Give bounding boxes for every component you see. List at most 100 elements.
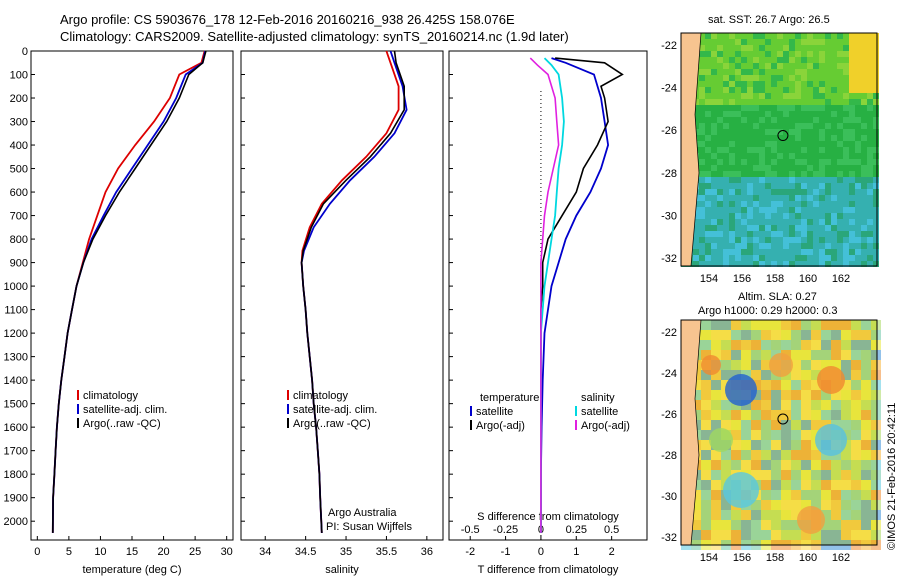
sla-map-cell	[751, 500, 761, 510]
sst-map-cell	[711, 147, 717, 153]
sst-map-cell	[831, 171, 837, 177]
sla-map-cell	[771, 410, 781, 420]
sst-map-cell	[729, 33, 735, 39]
sst-map-cell	[873, 111, 879, 117]
sst-map-cell	[861, 39, 867, 45]
sla-map-cell	[861, 350, 871, 360]
sla-map-cell	[841, 320, 851, 330]
sst-map-cell	[759, 225, 765, 231]
sst-map-cell	[771, 243, 777, 249]
sst-map-cell	[729, 45, 735, 51]
sla-map-title-1: Altim. SLA: 0.27	[738, 291, 817, 303]
sst-map-cell	[765, 135, 771, 141]
sst-map-cell	[855, 261, 861, 267]
sst-map-cell	[711, 213, 717, 219]
sst-map-cell	[801, 135, 807, 141]
sla-map-cell	[821, 410, 831, 420]
sst-map-cell	[813, 111, 819, 117]
sst-map-cell	[795, 141, 801, 147]
sst-map-cell	[735, 225, 741, 231]
sla-map-cell	[751, 530, 761, 540]
sst-map-cell	[795, 159, 801, 165]
sst-map-cell	[795, 111, 801, 117]
sla-map-cell	[791, 360, 801, 370]
sst-map-cell	[789, 159, 795, 165]
differences-xtick-label: 1	[573, 546, 579, 558]
sst-map-cell	[741, 135, 747, 141]
sst-map-cell	[705, 99, 711, 105]
sst-map-cell	[813, 57, 819, 63]
sst-map-cell	[837, 135, 843, 141]
sst-map-cell	[735, 261, 741, 267]
sst-map-cell	[711, 99, 717, 105]
sla-map-cell	[831, 320, 841, 330]
sst-map-cell	[837, 171, 843, 177]
sst-map-cell	[717, 63, 723, 69]
sst-map-cell	[747, 105, 753, 111]
sla-map-cell	[711, 330, 721, 340]
sst-map-cell	[837, 153, 843, 159]
sst-map-cell	[753, 231, 759, 237]
sst-map-cell	[735, 39, 741, 45]
sst-map-cell	[873, 93, 879, 99]
sst-map-cell	[825, 231, 831, 237]
sst-map-cell	[867, 249, 873, 255]
sst-map-cell	[831, 69, 837, 75]
sst-map-cell	[711, 39, 717, 45]
sst-map-cell	[693, 225, 699, 231]
sla-map-cell	[831, 500, 841, 510]
sst-map-cell	[819, 57, 825, 63]
sst-map-cell	[843, 39, 849, 45]
sla-map-cell	[821, 480, 831, 490]
sst-map-cell	[759, 147, 765, 153]
sla-map-cell	[771, 480, 781, 490]
sst-map-cell	[735, 147, 741, 153]
sst-map-cell	[753, 129, 759, 135]
sst-map-cell	[741, 75, 747, 81]
sst-map-cell	[699, 129, 705, 135]
sst-map-cell	[861, 141, 867, 147]
sst-map-cell	[753, 135, 759, 141]
sla-map-cell	[811, 460, 821, 470]
sst-map-cell	[699, 171, 705, 177]
sst-map-cell	[825, 123, 831, 129]
sst-map-cell	[801, 81, 807, 87]
sst-map-cell	[873, 141, 879, 147]
sla-map-cell	[691, 520, 701, 530]
sst-map-cell	[831, 201, 837, 207]
sst-map-cell	[753, 63, 759, 69]
sla-map-cell	[741, 510, 751, 520]
sst-map-cell	[711, 171, 717, 177]
sst-map-cell	[705, 135, 711, 141]
sst-map-cell	[873, 153, 879, 159]
temperature-ytick-label: 100	[10, 70, 28, 82]
sst-map-cell	[873, 195, 879, 201]
sst-map-cell	[747, 183, 753, 189]
sst-map-cell	[801, 75, 807, 81]
sla-map-cell	[871, 430, 881, 440]
sst-map-cell	[699, 75, 705, 81]
sst-map-cell	[795, 165, 801, 171]
sst-map-cell	[777, 123, 783, 129]
sst-map-cell	[765, 159, 771, 165]
sst-map-cell	[861, 63, 867, 69]
sst-map-cell	[765, 183, 771, 189]
sst-map-cell	[801, 69, 807, 75]
sst-map-cell	[783, 57, 789, 63]
sst-map-cell	[735, 237, 741, 243]
sst-map-cell	[753, 69, 759, 75]
sst-map-cell	[711, 57, 717, 63]
sst-map-cell	[759, 111, 765, 117]
sst-map-cell	[837, 51, 843, 57]
sst-map-cell	[783, 117, 789, 123]
sla-map-cell	[741, 440, 751, 450]
sst-map-cell	[819, 237, 825, 243]
sst-map-cell	[807, 225, 813, 231]
sst-map-cell	[855, 171, 861, 177]
sla-map-cell	[711, 510, 721, 520]
sst-map-cell	[723, 153, 729, 159]
sst-map-cell	[837, 177, 843, 183]
sst-map-cell	[807, 153, 813, 159]
sst-map-cell	[807, 183, 813, 189]
sla-map-cell	[871, 500, 881, 510]
